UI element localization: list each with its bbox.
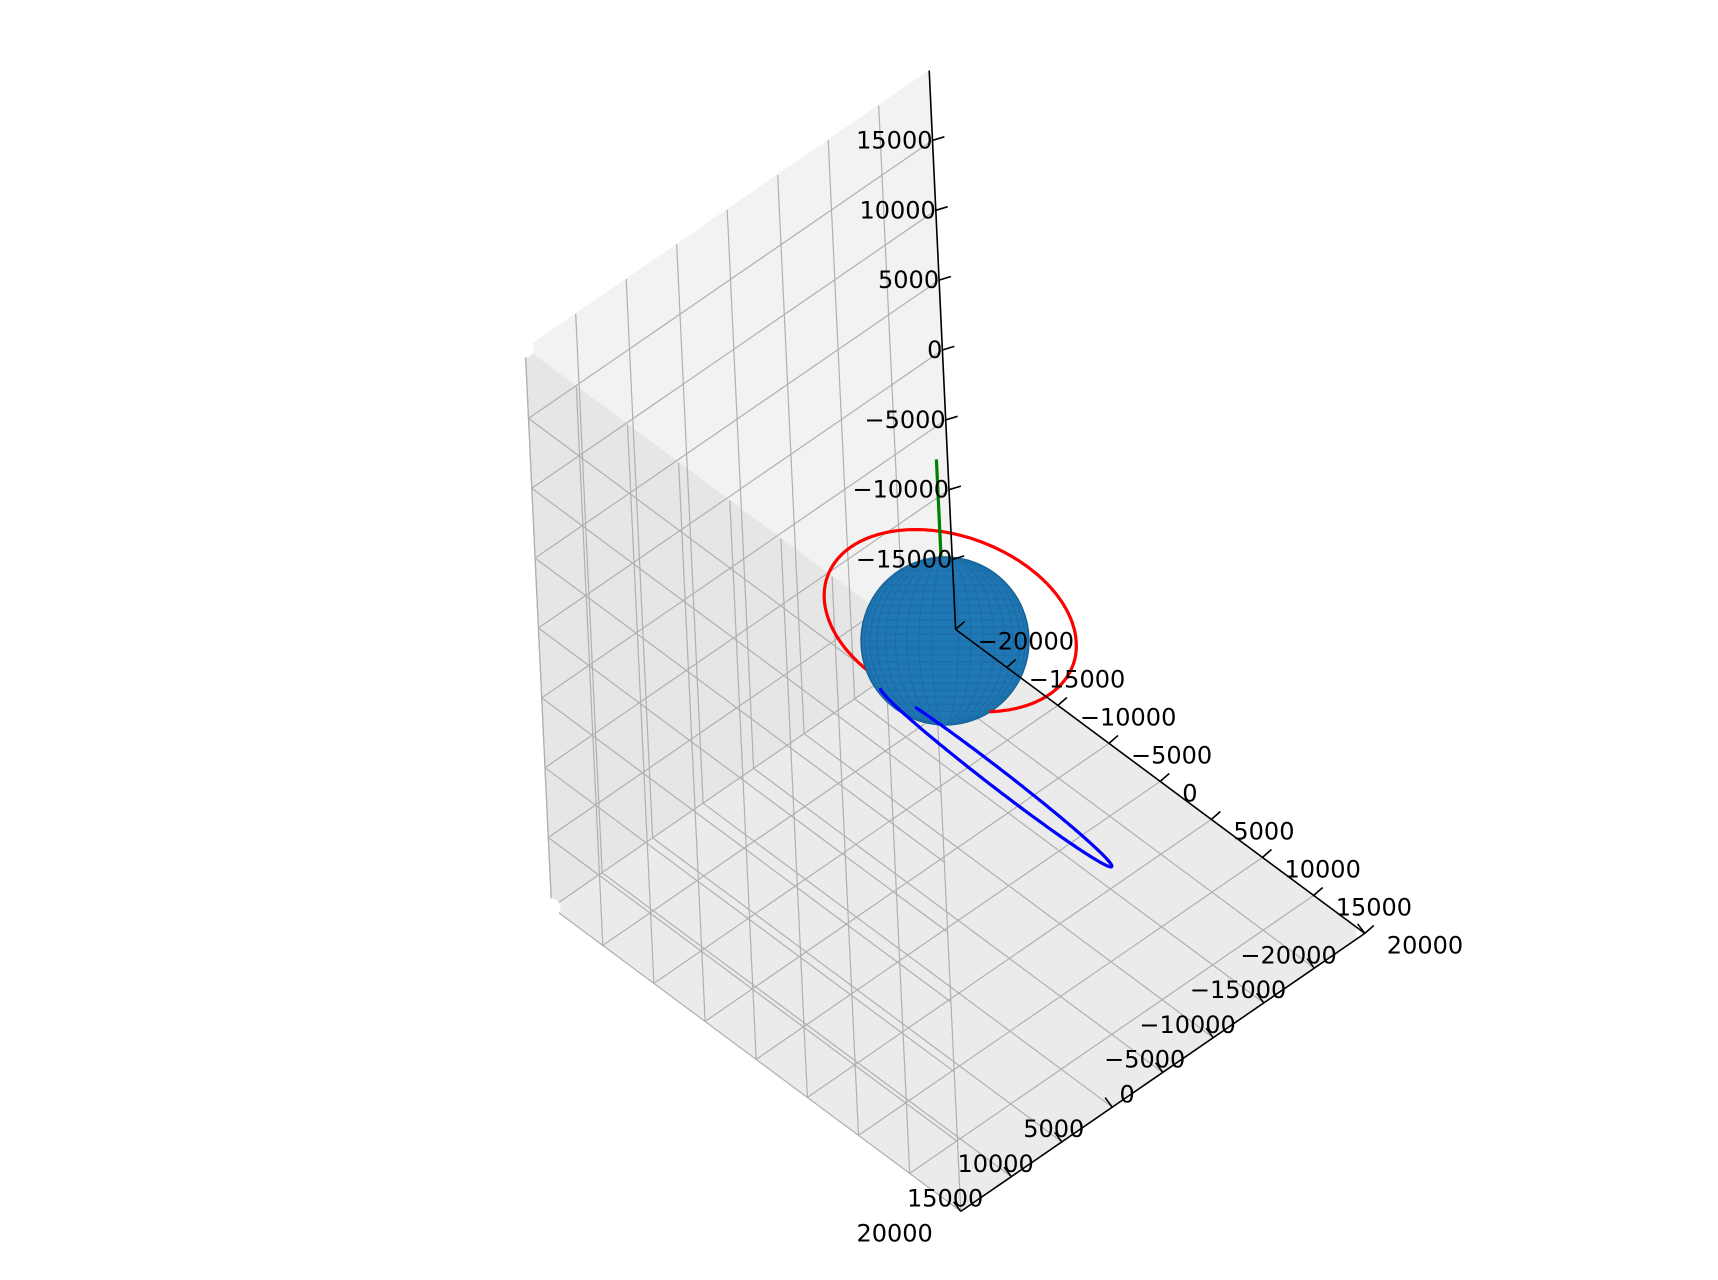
y-axis-tick-label: −5000 [1104,1046,1185,1074]
grid-line [544,767,955,1073]
grid-line [858,856,1263,1136]
grid-line [538,349,943,629]
x-axis-tick [1364,924,1375,935]
grid-line [601,872,1012,1178]
x-axis-tick-label: −5000 [1131,741,1212,769]
x-axis-tick-label: 10000 [1285,855,1361,883]
series-red-orbit [966,535,1078,697]
corner-point [516,339,535,358]
z-axis-tick [948,485,962,491]
grid-line [534,557,945,863]
z-axis-tick [932,136,945,142]
grid-line [551,906,962,1212]
x-axis-tick-label: −20000 [978,627,1074,655]
x-axis-tick [1313,886,1324,897]
x-axis-tick [1006,658,1017,669]
x-axis-tick-label: −10000 [1080,703,1176,731]
y-axis-tick-label: 5000 [1023,1115,1084,1143]
x-axis-tick-label: 5000 [1233,817,1294,845]
grid-line [544,489,950,769]
grid-line [652,837,1063,1143]
z-axis-tick-label: 0 [927,336,942,364]
y-axis-tick [1255,992,1265,1004]
blue-orbit-front [878,687,1114,869]
y-axis-tick [1104,1097,1113,1108]
y-axis-tick [1356,923,1366,934]
grid-line [528,139,933,419]
earth-sphere [860,556,1030,726]
grid-line [531,209,937,489]
grid-line [702,802,1113,1108]
sphere-mesh-line [861,556,1029,726]
grid-line [541,419,947,699]
x-axis-tick-label: −15000 [1029,665,1125,693]
y-axis-tick-label: −15000 [1190,976,1286,1004]
grid-line [531,487,942,793]
y-axis-tick [1154,1062,1164,1073]
y-axis-tick-label: 10000 [957,1150,1033,1178]
axis-ticks: −20000 −15000 −10000 −5000 0 5000 10000 15000 20… [853,126,1464,1247]
corner-point [542,898,561,917]
y-axis-tick [1003,1166,1012,1178]
x-axis-tick [1261,848,1273,859]
grid-line [534,279,940,559]
z-axis-tick [938,275,952,281]
corner-point [1329,365,1348,384]
z-axis-tick [942,345,955,351]
x-axis-tick-label: 15000 [1336,893,1412,921]
x-axis-tick [1057,696,1068,707]
series-blue-orbit [878,687,1114,869]
z-axis-tick [935,205,948,212]
z-axis-tick-label: −15000 [856,546,952,574]
y-axis-tick [1306,958,1315,969]
y-axis-tick [1053,1131,1063,1143]
x-axis-tick [1210,810,1221,821]
series-blue-orbit [914,706,1111,863]
grid-line [753,767,1164,1073]
x-axis-tick [955,620,966,631]
grid-line [807,818,1212,1098]
grid-line [909,894,1315,1174]
x-axis-tick [1108,734,1119,745]
grid-line [541,697,952,1003]
y-axis-tick [952,1201,962,1212]
z-axis-tick-label: 5000 [878,266,939,294]
x-axis-tick [1159,772,1170,783]
red-orbit-front [966,535,1078,714]
grid-line [538,627,948,933]
grid-line [547,837,958,1142]
x-axis-tick-label: 20000 [1387,931,1463,959]
x-axis-tick-label: 0 [1182,779,1197,807]
z-axis-tick-label: 15000 [856,126,932,154]
z-axis-tick-label: 10000 [859,196,935,224]
y-axis-tick-label: 20000 [856,1219,932,1247]
y-axis-tick-label: 0 [1120,1080,1135,1108]
z-axis-tick [952,555,965,561]
z-axis-tick-label: −10000 [853,476,949,504]
y-axis-tick-label: −10000 [1139,1011,1235,1039]
y-axis-tick [1205,1027,1214,1039]
series-red-orbit [989,692,1052,714]
z-axis-tick-label: −5000 [865,406,946,434]
z-axis-tick [945,415,958,421]
y-axis-tick-label: 15000 [907,1185,983,1213]
y-axis-tick-label: −20000 [1240,941,1336,969]
